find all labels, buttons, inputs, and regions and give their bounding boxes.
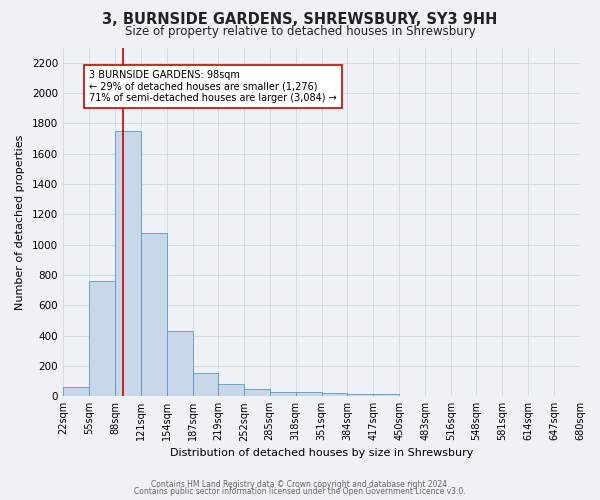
Bar <box>89 281 115 396</box>
Bar <box>296 392 322 396</box>
Bar <box>347 394 373 396</box>
Bar <box>141 233 167 396</box>
Bar <box>244 390 269 396</box>
Bar <box>269 392 296 396</box>
Bar <box>63 387 89 396</box>
Bar <box>167 331 193 396</box>
Bar <box>322 393 347 396</box>
Bar <box>115 131 141 396</box>
Y-axis label: Number of detached properties: Number of detached properties <box>15 134 25 310</box>
Bar <box>373 394 400 396</box>
Text: 3, BURNSIDE GARDENS, SHREWSBURY, SY3 9HH: 3, BURNSIDE GARDENS, SHREWSBURY, SY3 9HH <box>103 12 497 28</box>
Text: Contains HM Land Registry data © Crown copyright and database right 2024.: Contains HM Land Registry data © Crown c… <box>151 480 449 489</box>
Text: Contains public sector information licensed under the Open Government Licence v3: Contains public sector information licen… <box>134 487 466 496</box>
Text: 3 BURNSIDE GARDENS: 98sqm
← 29% of detached houses are smaller (1,276)
71% of se: 3 BURNSIDE GARDENS: 98sqm ← 29% of detac… <box>89 70 337 103</box>
X-axis label: Distribution of detached houses by size in Shrewsbury: Distribution of detached houses by size … <box>170 448 473 458</box>
Text: Size of property relative to detached houses in Shrewsbury: Size of property relative to detached ho… <box>125 25 475 38</box>
Bar <box>193 372 218 396</box>
Bar <box>218 384 244 396</box>
